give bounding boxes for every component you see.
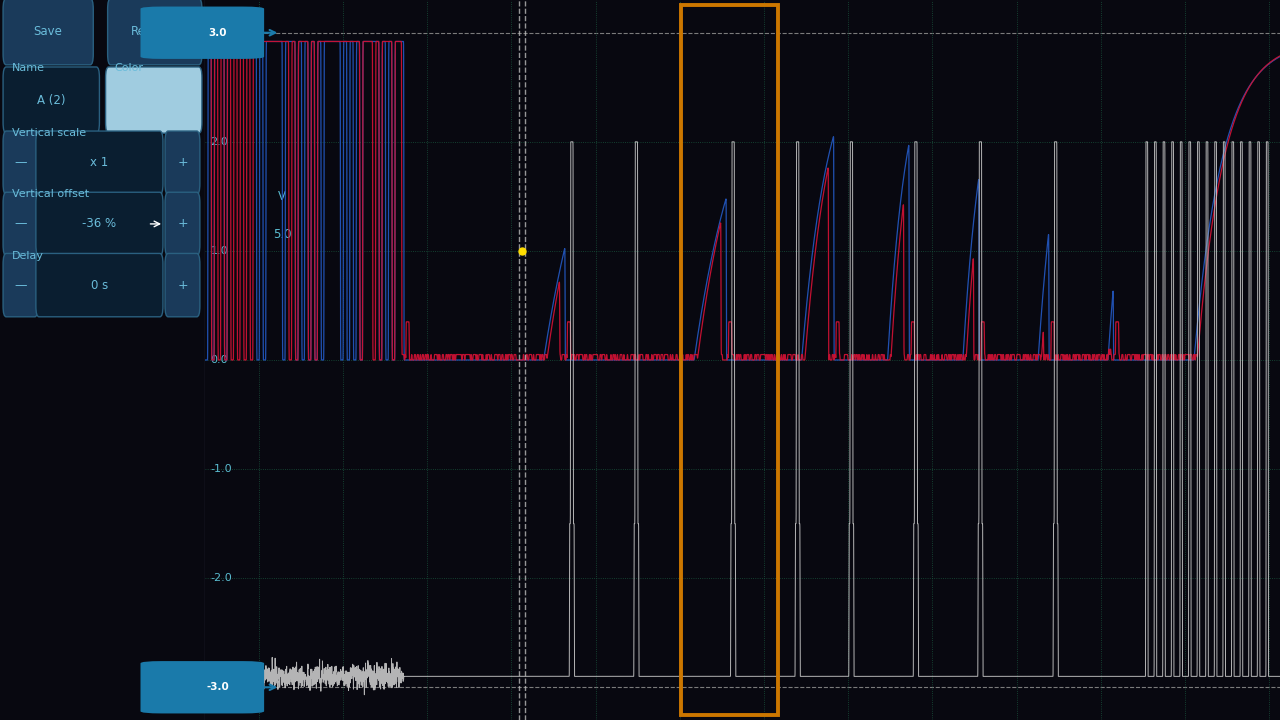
- FancyBboxPatch shape: [3, 67, 100, 133]
- FancyBboxPatch shape: [3, 192, 38, 256]
- FancyBboxPatch shape: [36, 253, 163, 317]
- FancyBboxPatch shape: [3, 131, 38, 194]
- Text: —: —: [14, 156, 27, 169]
- FancyBboxPatch shape: [3, 0, 93, 65]
- Text: -2.0: -2.0: [210, 573, 232, 583]
- Text: Color: Color: [115, 63, 143, 73]
- Text: 3.0: 3.0: [210, 28, 228, 37]
- FancyBboxPatch shape: [165, 192, 200, 256]
- Text: A (2): A (2): [37, 94, 65, 107]
- FancyBboxPatch shape: [36, 192, 163, 256]
- Text: 2.0: 2.0: [210, 137, 228, 147]
- Text: Delay: Delay: [13, 251, 45, 261]
- FancyBboxPatch shape: [141, 661, 264, 714]
- Text: -1.0: -1.0: [210, 464, 232, 474]
- Text: —: —: [14, 279, 27, 292]
- Text: x 1: x 1: [91, 156, 109, 169]
- Text: 5.0: 5.0: [273, 228, 292, 241]
- Text: Save: Save: [33, 25, 63, 38]
- Text: 0 s: 0 s: [91, 279, 108, 292]
- Bar: [681, 6, 778, 714]
- FancyBboxPatch shape: [165, 253, 200, 317]
- FancyBboxPatch shape: [105, 67, 202, 133]
- Text: —: —: [14, 217, 27, 230]
- FancyBboxPatch shape: [108, 0, 202, 65]
- Text: -36 %: -36 %: [82, 217, 116, 230]
- FancyBboxPatch shape: [3, 253, 38, 317]
- Text: -3.0: -3.0: [206, 683, 229, 692]
- FancyBboxPatch shape: [165, 131, 200, 194]
- Text: V: V: [279, 190, 287, 203]
- Text: +: +: [177, 279, 188, 292]
- Text: 1.0: 1.0: [210, 246, 228, 256]
- Text: +: +: [177, 156, 188, 169]
- Text: Vertical scale: Vertical scale: [13, 128, 87, 138]
- Text: Name: Name: [13, 63, 45, 73]
- Text: 3.0: 3.0: [209, 28, 227, 37]
- Text: +: +: [177, 217, 188, 230]
- Text: Remove: Remove: [131, 25, 179, 38]
- Text: Vertical offset: Vertical offset: [13, 189, 90, 199]
- Text: -3.0: -3.0: [210, 683, 232, 692]
- FancyBboxPatch shape: [36, 131, 163, 194]
- Text: 0.0: 0.0: [210, 355, 228, 365]
- FancyBboxPatch shape: [141, 6, 264, 59]
